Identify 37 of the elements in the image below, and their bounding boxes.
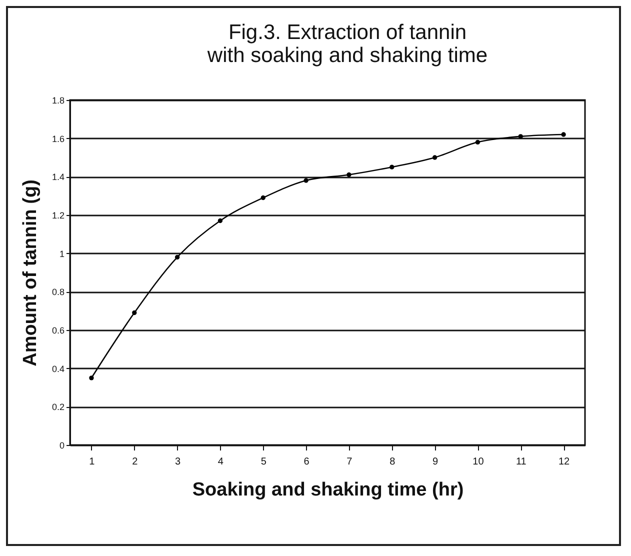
x-tick-label: 6 [304, 456, 310, 468]
point [518, 134, 523, 139]
x-tick-label: 3 [175, 456, 182, 468]
x-tick-label: 2 [132, 456, 138, 468]
x-tick-label: 5 [260, 456, 267, 468]
point [561, 132, 566, 137]
point [89, 376, 94, 380]
y-axis-title: Amount of tannin (g) [20, 180, 41, 366]
y-tick-label: 1 [59, 248, 64, 259]
point [346, 172, 352, 178]
y-tick-label: 0.2 [52, 402, 64, 412]
y-tick-label: 0 [59, 440, 64, 450]
x-tick-label: 1 [89, 456, 96, 468]
point [432, 155, 438, 160]
point [174, 254, 180, 260]
x-tick-label: 4 [218, 456, 224, 468]
point [260, 195, 266, 200]
point [390, 164, 394, 170]
x-axis-title: Soaking and shaking time (hr) [192, 480, 464, 500]
x-tick-label: 12 [558, 456, 570, 468]
y-tick-label: 1.6 [52, 134, 64, 144]
x-tick-label: 10 [472, 456, 484, 468]
point [304, 178, 308, 183]
point [132, 310, 137, 316]
x-tick-label: 11 [516, 456, 527, 468]
y-tick-label: 0.6 [52, 326, 64, 336]
point [475, 140, 480, 145]
y-tick-label: 1.8 [52, 96, 64, 106]
x-tick-label: 7 [346, 456, 353, 468]
y-tick-label: 1.4 [52, 172, 64, 182]
y-tick-label: 1.2 [52, 210, 64, 220]
x-tick-label: 8 [390, 456, 396, 468]
point [218, 218, 223, 224]
x-tick-label: 9 [432, 456, 439, 468]
y-tick-label: 0.8 [52, 287, 64, 298]
y-tick-label: 0.4 [52, 364, 64, 374]
chart-title: Fig.3. Extraction of tannin with soaking and shaking time [206, 21, 488, 67]
